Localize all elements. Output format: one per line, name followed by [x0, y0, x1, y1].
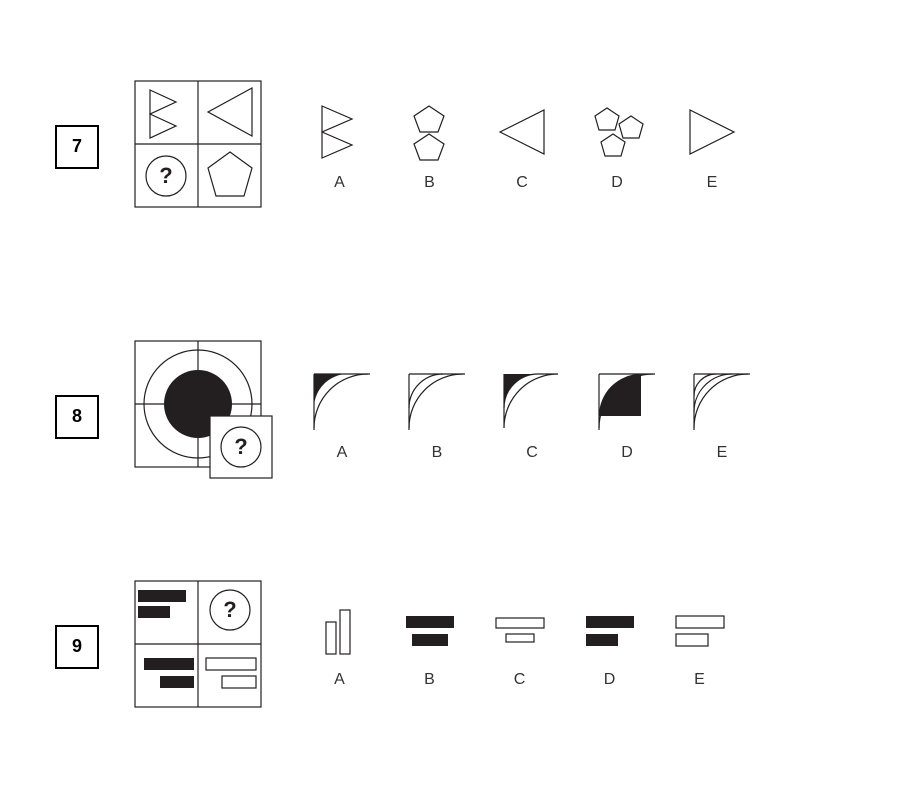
option-label: C — [516, 174, 528, 192]
option-7-A[interactable]: A — [312, 102, 367, 192]
option-9-C[interactable]: C — [492, 604, 547, 689]
option-7-D[interactable]: D — [587, 102, 647, 192]
svg-text:?: ? — [234, 434, 247, 459]
option-label: E — [707, 174, 718, 192]
option-7-B[interactable]: B — [402, 102, 457, 192]
question-number: 9 — [72, 636, 82, 657]
options-7: A B C D — [312, 102, 777, 192]
option-label: E — [694, 671, 705, 689]
question-number: 7 — [72, 136, 82, 157]
option-7-E[interactable]: E — [682, 102, 742, 192]
option-label: C — [514, 671, 526, 689]
option-label: D — [604, 671, 616, 689]
matrix-7: ? — [134, 80, 262, 213]
question-row-8: 8 ? A — [0, 340, 901, 493]
option-label: D — [621, 444, 633, 462]
option-9-A[interactable]: A — [312, 604, 367, 689]
option-label: B — [424, 671, 435, 689]
option-label: B — [424, 174, 435, 192]
option-8-C[interactable]: C — [502, 372, 562, 462]
option-9-E[interactable]: E — [672, 604, 727, 689]
question-row-9: 9 ? A — [0, 580, 901, 713]
options-8: A B C — [312, 372, 787, 462]
question-number-box: 9 — [55, 625, 99, 669]
option-8-E[interactable]: E — [692, 372, 752, 462]
option-label: A — [334, 671, 345, 689]
option-label: D — [611, 174, 623, 192]
option-label: B — [432, 444, 443, 462]
question-row-7: 7 ? A — [0, 80, 901, 213]
question-number-box: 8 — [55, 395, 99, 439]
option-7-C[interactable]: C — [492, 102, 552, 192]
svg-text:?: ? — [159, 163, 172, 188]
question-number-box: 7 — [55, 125, 99, 169]
matrix-9: ? — [134, 580, 262, 713]
options-9: A B C D — [312, 604, 762, 689]
svg-text:?: ? — [223, 597, 236, 622]
question-number: 8 — [72, 406, 82, 427]
option-9-B[interactable]: B — [402, 604, 457, 689]
option-9-D[interactable]: D — [582, 604, 637, 689]
option-8-B[interactable]: B — [407, 372, 467, 462]
option-label: C — [526, 444, 538, 462]
option-label: A — [337, 444, 348, 462]
option-8-D[interactable]: D — [597, 372, 657, 462]
matrix-8: ? — [134, 340, 282, 493]
option-8-A[interactable]: A — [312, 372, 372, 462]
option-label: A — [334, 174, 345, 192]
option-label: E — [717, 444, 728, 462]
